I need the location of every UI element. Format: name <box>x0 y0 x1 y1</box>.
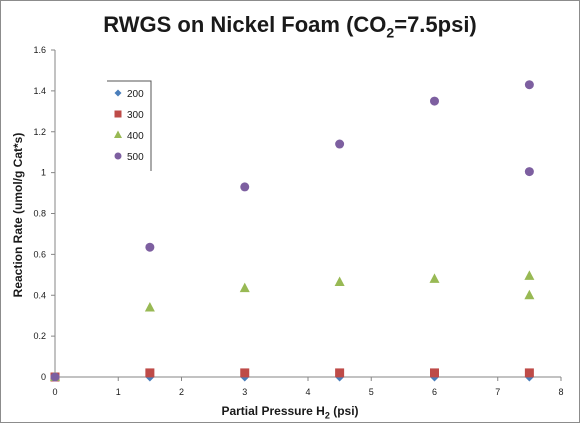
legend-marker-300 <box>114 110 122 118</box>
x-tick-label: 3 <box>242 387 247 397</box>
x-tick-label: 4 <box>305 387 310 397</box>
x-tick-label: 2 <box>179 387 184 397</box>
data-point-300 <box>145 368 155 378</box>
legend-border <box>107 80 152 171</box>
y-tick-label: 1.2 <box>33 127 46 137</box>
data-point-300 <box>430 368 439 378</box>
x-tick-label: 7 <box>495 387 500 397</box>
data-point-400 <box>239 282 250 293</box>
chart-title: RWGS on Nickel Foam (CO2=7.5psi) <box>103 12 477 41</box>
y-tick-label: 1.4 <box>33 86 46 96</box>
y-tick-label: 1.6 <box>33 45 46 55</box>
data-point-300 <box>335 368 345 378</box>
data-point-500 <box>145 242 155 252</box>
data-point-300 <box>524 368 534 378</box>
data-point-500 <box>335 139 345 149</box>
legend-marker-400 <box>114 130 122 138</box>
legend-label-200: 200 <box>127 89 144 100</box>
data-point-400 <box>429 273 440 283</box>
legend-label-300: 300 <box>127 110 144 121</box>
x-tick-label: 1 <box>116 387 121 397</box>
data-point-400 <box>144 302 155 312</box>
x-tick-label: 0 <box>52 387 57 397</box>
data-point-500 <box>524 80 534 90</box>
y-tick-label: 0.8 <box>33 209 46 219</box>
x-tick-label: 8 <box>558 387 563 397</box>
y-tick-label: 1 <box>41 168 46 178</box>
series-500 <box>50 80 534 382</box>
legend-label-400: 400 <box>127 131 144 142</box>
data-point-500 <box>430 96 439 106</box>
y-tick-label: 0.2 <box>33 331 46 341</box>
legend-marker-200 <box>114 89 122 97</box>
legend-marker-500 <box>114 152 122 160</box>
data-point-400 <box>524 270 535 280</box>
data-point-400 <box>334 276 345 286</box>
legend-label-500: 500 <box>127 152 144 163</box>
y-tick-label: 0 <box>41 372 46 382</box>
x-tick-label: 5 <box>369 387 374 397</box>
data-point-500 <box>50 372 60 382</box>
x-axis-title: Partial Pressure H2 (psi) <box>221 404 359 421</box>
data-point-300 <box>240 368 250 378</box>
y-tick-label: 0.6 <box>33 249 46 259</box>
y-tick-label: 0.4 <box>33 290 46 300</box>
series-300 <box>50 368 534 382</box>
data-point-500 <box>524 167 534 177</box>
data-point-500 <box>240 182 250 192</box>
series-400 <box>50 270 535 381</box>
data-point-400 <box>524 289 535 300</box>
x-tick-label: 6 <box>432 387 437 397</box>
